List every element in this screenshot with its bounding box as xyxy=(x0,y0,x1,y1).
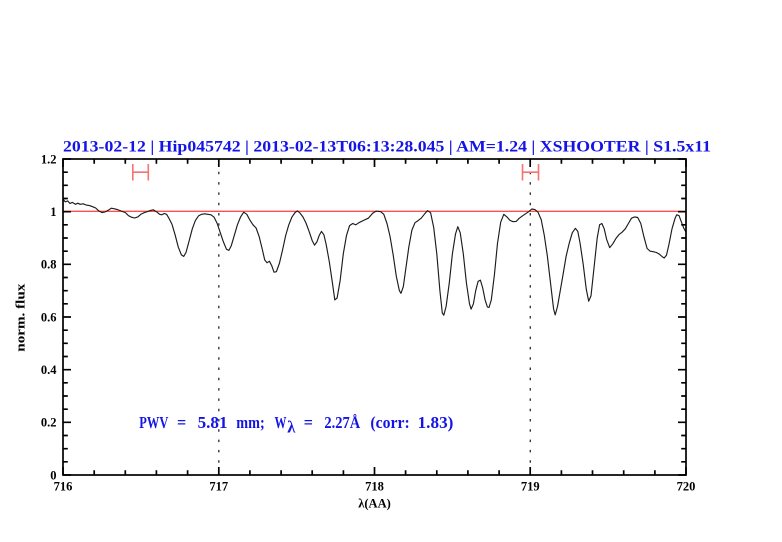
svg-text:λ: λ xyxy=(287,418,296,437)
svg-text:mm;: mm; xyxy=(236,413,264,432)
svg-text:5.81: 5.81 xyxy=(198,413,228,432)
svg-text:=: = xyxy=(177,413,186,432)
svg-text:0.2: 0.2 xyxy=(41,416,57,430)
svg-text:1: 1 xyxy=(50,205,56,219)
svg-text:λ(AA): λ(AA) xyxy=(358,497,391,511)
svg-text:2013-02-12 | Hip045742 | 2013-: 2013-02-12 | Hip045742 | 2013-02-13T06:1… xyxy=(63,139,711,156)
svg-text:2.27Å: 2.27Å xyxy=(324,413,360,432)
svg-text:=: = xyxy=(304,413,313,432)
svg-text:0.4: 0.4 xyxy=(41,363,57,377)
svg-text:720: 720 xyxy=(677,480,696,494)
svg-text:719: 719 xyxy=(521,480,540,494)
svg-text:716: 716 xyxy=(54,480,73,494)
svg-text:1.2: 1.2 xyxy=(41,152,57,166)
svg-text:0.8: 0.8 xyxy=(41,258,57,272)
svg-text:0.6: 0.6 xyxy=(41,310,57,324)
svg-text:717: 717 xyxy=(209,480,228,494)
svg-text:0: 0 xyxy=(50,468,56,482)
svg-text:1.83): 1.83) xyxy=(418,413,454,432)
svg-text:718: 718 xyxy=(365,480,384,494)
svg-text:norm. flux: norm. flux xyxy=(14,283,28,352)
svg-text:(corr:: (corr: xyxy=(370,413,409,432)
svg-text:PWV: PWV xyxy=(139,413,168,432)
svg-text:W: W xyxy=(275,413,287,432)
